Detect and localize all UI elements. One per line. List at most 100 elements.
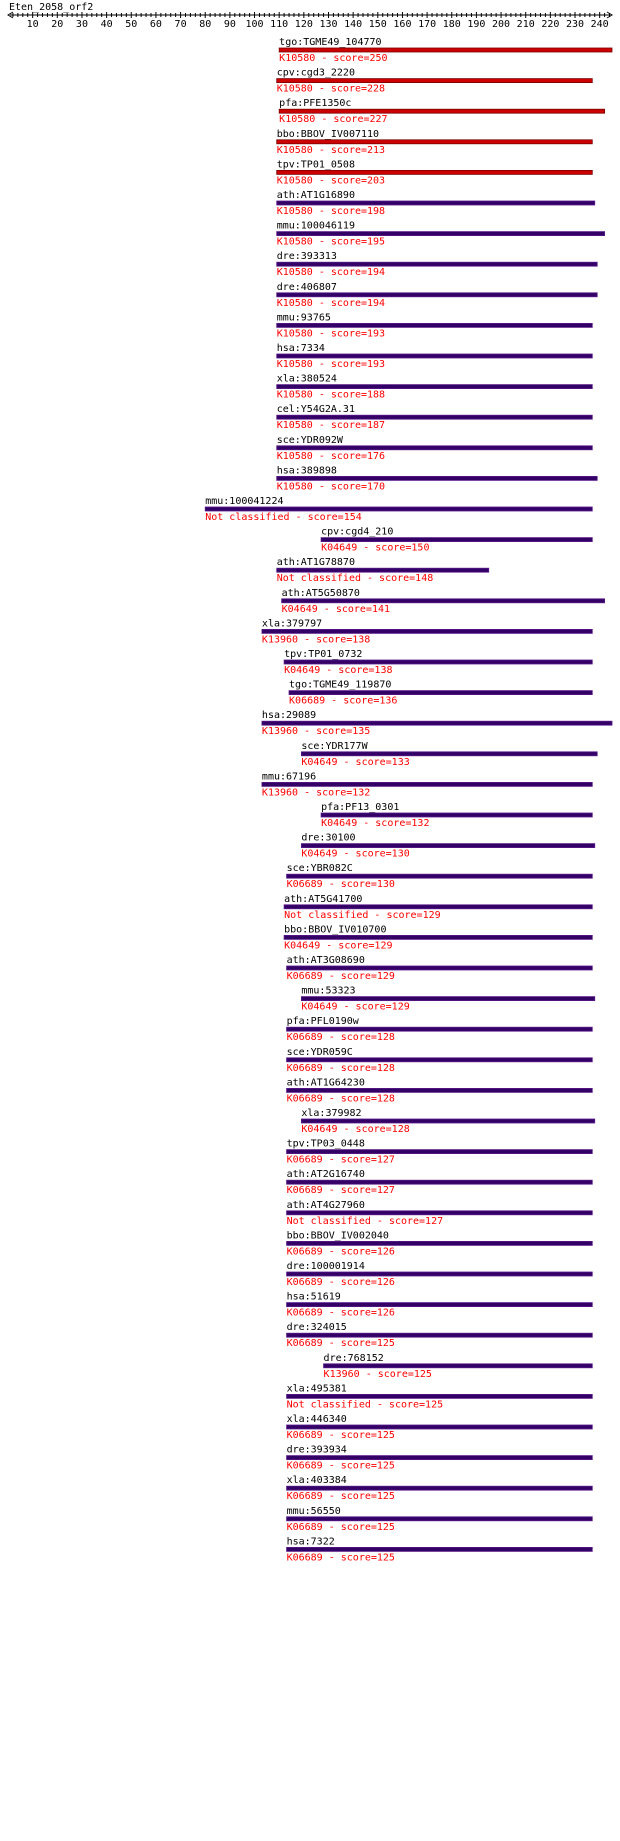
hit-entry[interactable]: cel:Y54G2A.31 K10580 - score=187 — [276, 404, 593, 431]
hit-alignment-bar[interactable] — [286, 1547, 593, 1552]
hit-alignment-bar[interactable] — [300, 1118, 596, 1124]
hit-name-link[interactable]: sce:YBR082C — [287, 863, 353, 874]
hit-entry[interactable]: sce:YDR177W K04649 - score=133 — [300, 741, 598, 768]
hit-ko-score-link[interactable]: K10580 - score=250 — [279, 53, 387, 64]
hit-name-link[interactable]: tgo:TGME49_119870 — [289, 680, 391, 691]
hit-alignment-bar[interactable] — [300, 843, 596, 848]
hit-entry[interactable]: tpv:TP01_0508 K10580 - score=203 — [276, 159, 593, 186]
hit-entry[interactable]: sce:YDR092W K10580 - score=176 — [276, 435, 593, 462]
hit-alignment-bar[interactable] — [286, 1332, 593, 1338]
hit-entry[interactable]: xla:446340 K06689 - score=125 — [286, 1414, 593, 1441]
hit-alignment-bar[interactable] — [204, 506, 593, 512]
hit-alignment-bar[interactable] — [286, 1394, 593, 1399]
hit-name-link[interactable]: tpv:TP01_0508 — [277, 159, 355, 170]
hit-ko-score-link[interactable]: Not classified - score=154 — [205, 512, 362, 523]
hit-alignment-bar[interactable] — [276, 200, 596, 206]
hit-alignment-bar[interactable] — [276, 78, 593, 83]
hit-entry[interactable]: hsa:7322 K06689 - score=125 — [286, 1536, 593, 1563]
hit-ko-score-link[interactable]: K13960 - score=125 — [324, 1369, 432, 1380]
hit-entry[interactable]: dre:393313 K10580 - score=194 — [276, 251, 598, 278]
hit-name-link[interactable]: dre:406807 — [277, 282, 337, 293]
hit-entry[interactable]: sce:YDR059C K06689 - score=128 — [286, 1047, 593, 1074]
hit-ko-score-link[interactable]: K10580 - score=187 — [277, 420, 385, 431]
hit-entry[interactable]: pfa:PF13_0301 K04649 - score=132 — [320, 802, 593, 829]
hit-entry[interactable]: hsa:51619 K06689 - score=126 — [286, 1292, 593, 1319]
hit-entry[interactable]: dre:100001914 K06689 - score=126 — [286, 1261, 593, 1288]
hit-alignment-bar[interactable] — [286, 1026, 593, 1032]
hit-entry[interactable]: mmu:93765 K10580 - score=193 — [276, 312, 593, 339]
hit-name-link[interactable]: hsa:7322 — [287, 1536, 335, 1547]
hit-ko-score-link[interactable]: K10580 - score=194 — [277, 267, 385, 278]
hit-ko-score-link[interactable]: K04649 - score=130 — [301, 849, 409, 860]
hit-entry[interactable]: xla:380524 K10580 - score=188 — [276, 374, 593, 401]
hit-name-link[interactable]: ath:AT4G27960 — [287, 1200, 365, 1211]
hit-alignment-bar[interactable] — [300, 751, 598, 757]
hit-name-link[interactable]: tpv:TP01_0732 — [284, 649, 362, 660]
hit-alignment-bar[interactable] — [276, 414, 593, 420]
hit-ko-score-link[interactable]: K04649 - score=141 — [282, 604, 390, 615]
hit-entry[interactable]: cpv:cgd4_210 K04649 - score=150 — [320, 527, 593, 554]
hit-entry[interactable]: dre:324015 K06689 - score=125 — [286, 1322, 593, 1349]
hit-alignment-bar[interactable] — [288, 690, 593, 695]
hit-name-link[interactable]: ath:AT1G78870 — [277, 557, 355, 568]
hit-ko-score-link[interactable]: K04649 - score=128 — [301, 1124, 409, 1135]
hit-alignment-bar[interactable] — [276, 231, 606, 237]
hit-entry[interactable]: bbo:BBOV_IV007110 K10580 - score=213 — [276, 129, 593, 156]
hit-entry[interactable]: ath:AT5G41700 Not classified - score=129 — [283, 894, 593, 921]
hit-name-link[interactable]: ath:AT1G64230 — [287, 1077, 365, 1088]
hit-name-link[interactable]: dre:100001914 — [287, 1261, 365, 1272]
hit-ko-score-link[interactable]: K13960 - score=132 — [262, 787, 370, 798]
hit-alignment-bar[interactable] — [286, 1088, 593, 1093]
hit-entry[interactable]: ath:AT1G16890 K10580 - score=198 — [276, 190, 596, 217]
hit-ko-score-link[interactable]: K10580 - score=194 — [277, 298, 385, 309]
hit-ko-score-link[interactable]: K06689 - score=130 — [287, 879, 395, 890]
hit-ko-score-link[interactable]: K10580 - score=198 — [277, 206, 385, 217]
hit-alignment-bar[interactable] — [283, 935, 593, 940]
hit-entry[interactable]: mmu:67196 K13960 - score=132 — [261, 771, 593, 798]
hit-entry[interactable]: dre:406807 K10580 - score=194 — [276, 282, 598, 309]
hit-ko-score-link[interactable]: Not classified - score=125 — [287, 1399, 444, 1410]
hit-entry[interactable]: ath:AT5G50870 K04649 - score=141 — [281, 588, 606, 615]
hit-ko-score-link[interactable]: K06689 - score=127 — [287, 1185, 395, 1196]
hit-ko-score-link[interactable]: K10580 - score=227 — [279, 114, 387, 125]
hit-entry[interactable]: bbo:BBOV_IV002040 K06689 - score=126 — [286, 1230, 593, 1257]
hit-name-link[interactable]: hsa:7334 — [277, 343, 325, 354]
hit-alignment-bar[interactable] — [286, 1516, 593, 1522]
hit-alignment-bar[interactable] — [286, 1241, 593, 1246]
hit-name-link[interactable]: dre:324015 — [287, 1322, 347, 1333]
hit-ko-score-link[interactable]: K06689 - score=128 — [287, 1032, 395, 1043]
hit-name-link[interactable]: hsa:389898 — [277, 465, 337, 476]
hit-ko-score-link[interactable]: K06689 - score=127 — [287, 1155, 395, 1166]
hit-ko-score-link[interactable]: K04649 - score=129 — [284, 940, 392, 951]
hit-entry[interactable]: pfa:PFE1350c K10580 - score=227 — [278, 98, 606, 125]
hit-name-link[interactable]: xla:446340 — [287, 1414, 347, 1425]
hit-entry[interactable]: mmu:100046119 K10580 - score=195 — [276, 221, 606, 248]
hit-alignment-bar[interactable] — [286, 1271, 593, 1277]
hit-name-link[interactable]: bbo:BBOV_IV007110 — [277, 129, 379, 140]
hit-entry[interactable]: mmu:56550 K06689 - score=125 — [286, 1506, 593, 1533]
hit-ko-score-link[interactable]: K10580 - score=203 — [277, 175, 385, 186]
hit-ko-score-link[interactable]: K10580 - score=193 — [277, 359, 385, 370]
hit-name-link[interactable]: dre:393934 — [287, 1445, 347, 1456]
hit-entry[interactable]: ath:AT4G27960 Not classified - score=127 — [286, 1200, 593, 1227]
hit-alignment-bar[interactable] — [320, 812, 593, 818]
hit-alignment-bar[interactable] — [286, 1057, 593, 1063]
hit-ko-score-link[interactable]: K04649 - score=129 — [301, 1002, 409, 1013]
hit-alignment-bar[interactable] — [283, 904, 593, 910]
hit-name-link[interactable]: pfa:PFE1350c — [279, 98, 351, 109]
hit-name-link[interactable]: mmu:53323 — [301, 986, 355, 997]
hit-name-link[interactable]: hsa:51619 — [287, 1292, 341, 1303]
hit-entry[interactable]: sce:YBR082C K06689 - score=130 — [286, 863, 593, 890]
hit-name-link[interactable]: dre:768152 — [324, 1353, 384, 1364]
hit-ko-score-link[interactable]: K13960 - score=138 — [262, 634, 370, 645]
hit-alignment-bar[interactable] — [286, 1210, 593, 1216]
hit-entry[interactable]: tgo:TGME49_119870 K06689 - score=136 — [288, 680, 593, 707]
hit-name-link[interactable]: ath:AT5G41700 — [284, 894, 362, 905]
hit-alignment-bar[interactable] — [323, 1363, 593, 1369]
hit-ko-score-link[interactable]: K04649 - score=138 — [284, 665, 392, 676]
hit-alignment-bar[interactable] — [278, 47, 613, 53]
hit-alignment-bar[interactable] — [276, 353, 593, 359]
hit-alignment-bar[interactable] — [276, 139, 593, 145]
hit-alignment-bar[interactable] — [286, 1302, 593, 1307]
hit-name-link[interactable]: cpv:cgd4_210 — [321, 527, 393, 538]
